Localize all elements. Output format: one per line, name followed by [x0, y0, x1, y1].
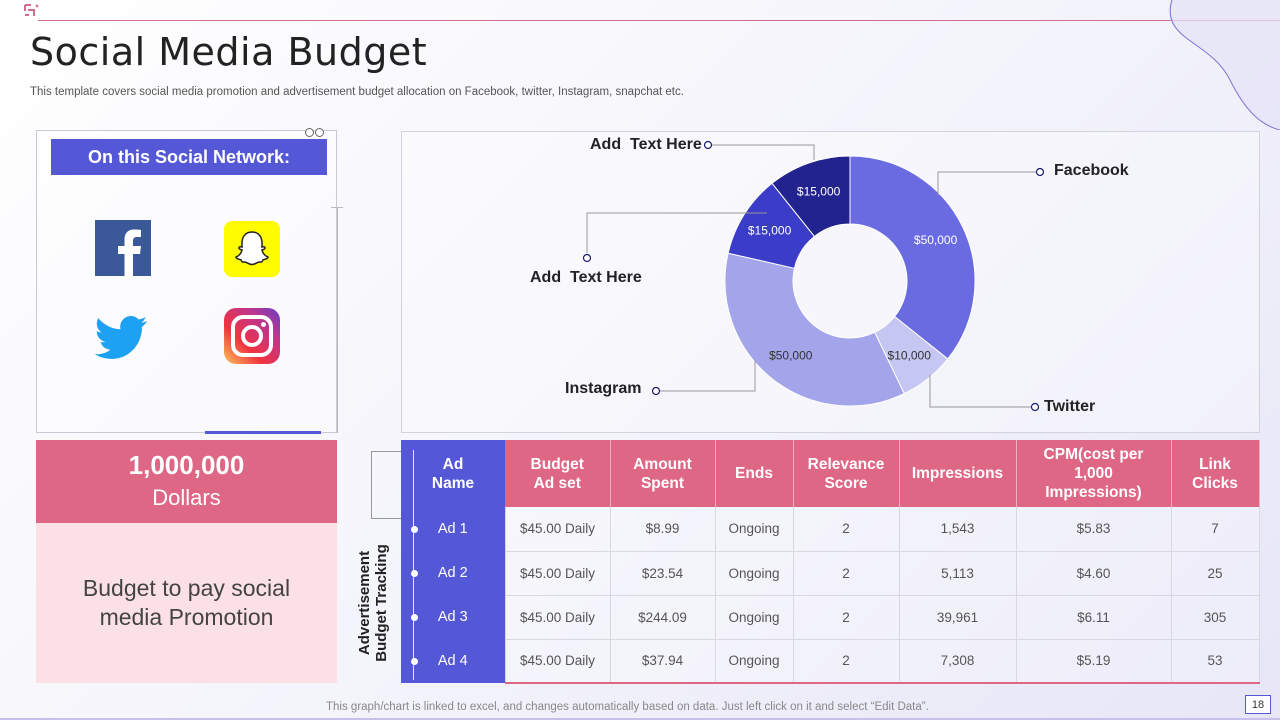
table-row: Ad 2 $45.00 Daily $23.54 Ongoing 2 5,113 $4.60… — [401, 551, 1260, 596]
table-cell: $5.83 — [1016, 507, 1172, 552]
snapchat-icon — [224, 221, 280, 277]
table-cell: 2 — [793, 639, 900, 684]
table-row: Ad 4 $45.00 Daily $37.94 Ongoing 2 7,308 $5.19… — [401, 639, 1260, 684]
tracking-label-line1: Advertisement — [356, 550, 373, 656]
table-cell: $45.00 Daily — [505, 551, 611, 596]
table-cell: Ongoing — [715, 639, 794, 684]
header-divider — [38, 20, 1280, 21]
page-subtitle: This template covers social media promot… — [30, 86, 684, 98]
budget-description: Budget to pay social media Promotion — [36, 523, 337, 683]
network-header: On this Social Network: — [51, 139, 327, 175]
row-marker-dot — [411, 614, 418, 621]
table-header-cell: Link Clicks — [1171, 440, 1260, 507]
table-cell: 305 — [1171, 595, 1260, 640]
row-marker-dot — [411, 570, 418, 577]
table-cell: $45.00 Daily — [505, 507, 611, 552]
card-dots-decoration — [305, 124, 327, 137]
card-accent-bar — [205, 431, 321, 434]
ad-tracking-table: Ad Name Budget Ad set Amount Spent Ends Relevan… — [401, 440, 1260, 685]
ad-name-cell: Ad 1 — [401, 507, 506, 551]
facebook-icon — [95, 220, 151, 276]
table-cell: 7,308 — [899, 639, 1017, 684]
table-cell: $6.11 — [1016, 595, 1172, 640]
table-header-cell: Ends — [715, 440, 794, 507]
footer-divider — [0, 718, 1280, 720]
table-header-cell: Ad Name — [401, 440, 505, 507]
table-header-cell: Budget Ad set — [505, 440, 611, 507]
footer-note: This graph/chart is linked to excel, and… — [326, 701, 929, 713]
row-timeline-line — [413, 450, 414, 680]
table-cell: $244.09 — [610, 595, 716, 640]
row-marker-dot — [411, 526, 418, 533]
budget-amount: 1,000,000 — [128, 450, 245, 480]
logo-icon — [24, 4, 39, 16]
tracking-label-line2: Budget Tracking — [373, 544, 390, 662]
table-cell: $8.99 — [610, 507, 716, 552]
table-cell: 25 — [1171, 551, 1260, 596]
instagram-icon — [224, 308, 280, 364]
table-cell: Ongoing — [715, 595, 794, 640]
table-cell: 2 — [793, 595, 900, 640]
ad-name-cell: Ad 2 — [401, 551, 506, 595]
table-cell: $5.19 — [1016, 639, 1172, 684]
table-cell: 7 — [1171, 507, 1260, 552]
ad-name-cell: Ad 4 — [401, 639, 506, 683]
tracking-side-label: Advertisement Budget Tracking — [353, 540, 393, 666]
twitter-icon — [95, 316, 147, 359]
table-cell: 39,961 — [899, 595, 1017, 640]
row-marker-dot — [411, 658, 418, 665]
table-header-cell: Amount Spent — [610, 440, 716, 507]
table-cell: $45.00 Daily — [505, 639, 611, 684]
legend-label-instagram: Instagram — [565, 380, 642, 397]
table-row: Ad 3 $45.00 Daily $244.09 Ongoing 2 39,961 $6.… — [401, 595, 1260, 640]
table-header-row: Ad Name Budget Ad set Amount Spent Ends Relevan… — [401, 440, 1260, 507]
budget-unit: Dollars — [152, 485, 221, 510]
page-number: 18 — [1245, 695, 1271, 714]
table-header-cell: Impressions — [899, 440, 1017, 507]
table-cell: 1,543 — [899, 507, 1017, 552]
card-side-tick — [331, 207, 343, 208]
table-cell: Ongoing — [715, 551, 794, 596]
table-cell: Ongoing — [715, 507, 794, 552]
legend-label-twitter: Twitter — [1044, 398, 1096, 415]
table-cell: $4.60 — [1016, 551, 1172, 596]
table-cell: $37.94 — [610, 639, 716, 684]
legend-label-facebook: Facebook — [1054, 162, 1129, 179]
page-title: Social Media Budget — [30, 30, 428, 74]
table-cell: 2 — [793, 551, 900, 596]
table-row: Ad 1 $45.00 Daily $8.99 Ongoing 2 1,543 $5.83 7 — [401, 507, 1260, 552]
table-cell: $45.00 Daily — [505, 595, 611, 640]
card-side-line — [337, 208, 338, 433]
table-cell: 53 — [1171, 639, 1260, 684]
table-header-cell: CPM(cost per 1,000 Impressions) — [1016, 440, 1172, 507]
table-cell: 2 — [793, 507, 900, 552]
ad-name-cell: Ad 3 — [401, 595, 506, 639]
legend-label-add-text-1[interactable]: Add Text Here — [530, 269, 642, 286]
table-cell: 5,113 — [899, 551, 1017, 596]
tracking-bracket — [371, 451, 401, 519]
legend-label-add-text-2[interactable]: Add Text Here — [590, 136, 702, 153]
table-cell: $23.54 — [610, 551, 716, 596]
budget-total-panel: 1,000,000 Dollars — [36, 440, 337, 523]
table-header-cell: Relevance Score — [793, 440, 900, 507]
social-network-card — [36, 130, 337, 433]
decorative-curve — [1168, 0, 1280, 130]
